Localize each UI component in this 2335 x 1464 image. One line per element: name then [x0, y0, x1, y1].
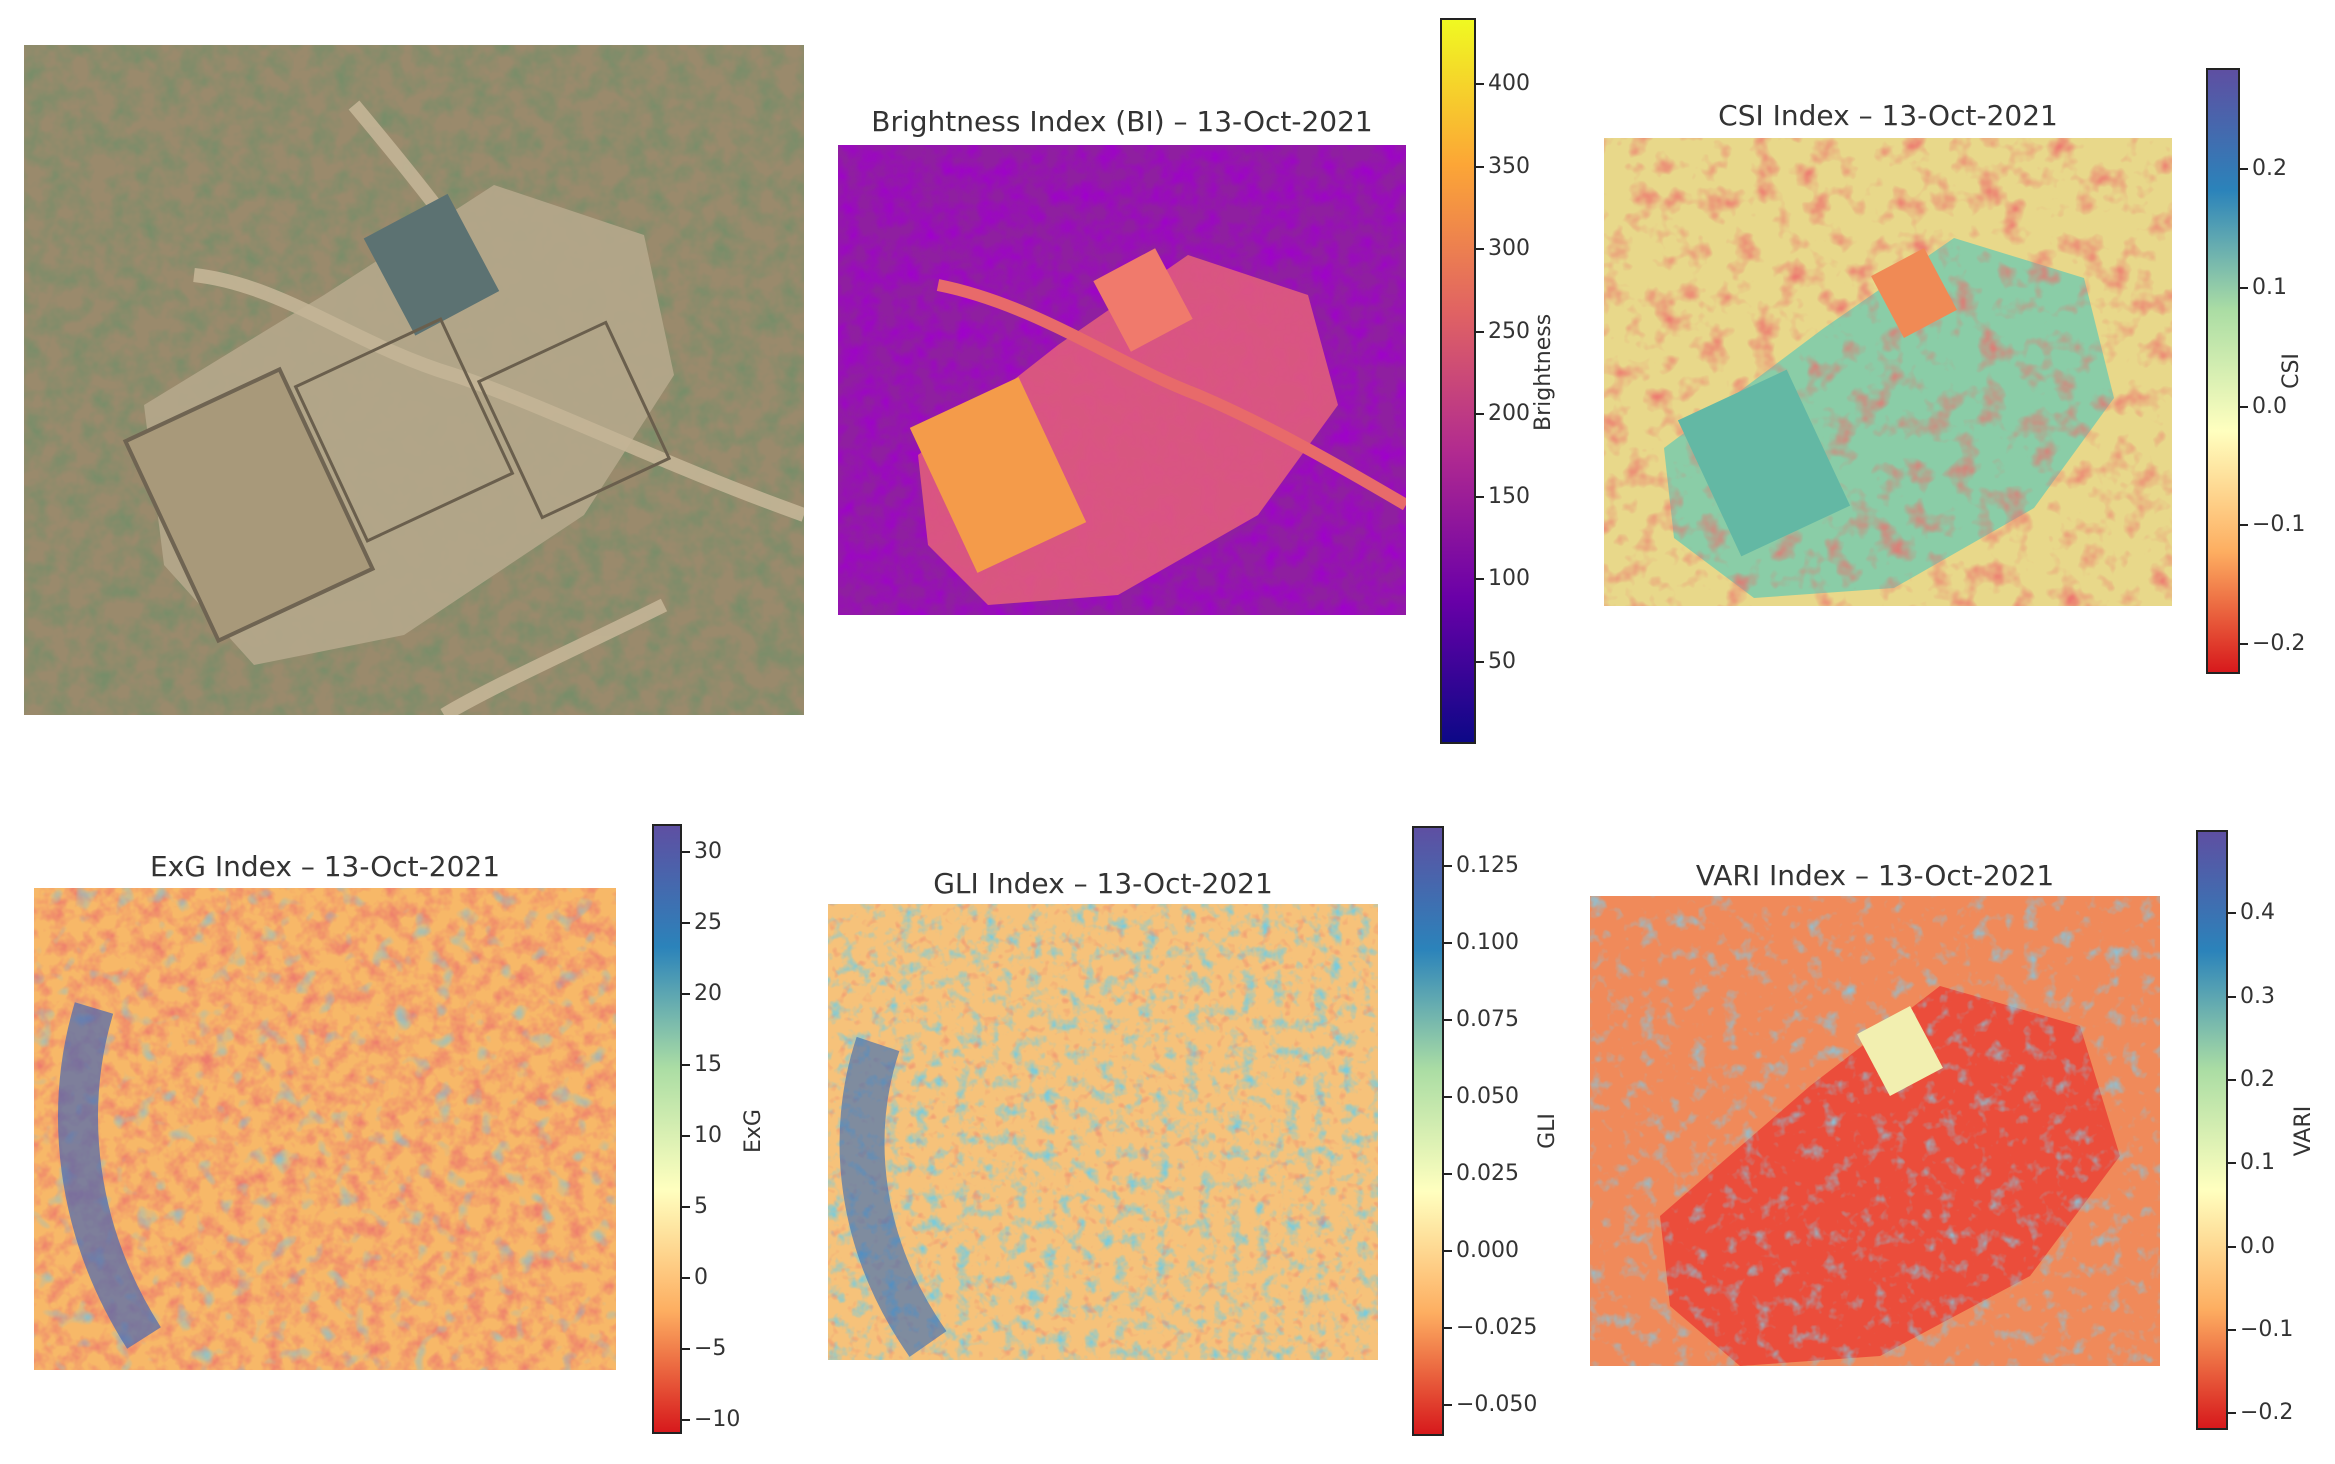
csi-colorbar-tick-label: 0.2	[2252, 156, 2287, 181]
vari-colorbar-tick-mark	[2228, 1079, 2236, 1081]
exg-colorbar-tick-mark	[682, 1418, 690, 1421]
csi-colorbar-tick-mark	[2240, 643, 2248, 646]
vari-colorbar-tick-label: 0.2	[2240, 1067, 2275, 1092]
bi-colorbar-tick-label: 200	[1488, 401, 1530, 426]
gli-colorbar-tick-label: −0.025	[1456, 1315, 1538, 1341]
bi-colorbar-tick-label: 50	[1488, 648, 1516, 674]
vari-colorbar	[2196, 830, 2228, 1430]
bi-colorbar-tick-mark	[1476, 83, 1484, 85]
exg-image	[34, 888, 616, 1370]
exg-colorbar-tick-label: 5	[694, 1194, 708, 1220]
vari-colorbar-tick-label: 0.1	[2240, 1150, 2275, 1176]
bi-colorbar-label: Brightness	[1531, 313, 1556, 431]
csi-colorbar-tick-mark	[2240, 524, 2248, 527]
vari-colorbar-tick-mark	[2228, 1412, 2236, 1415]
exg-colorbar-tick-mark	[682, 851, 690, 854]
gli-colorbar	[1412, 826, 1444, 1436]
exg-colorbar-tick-label: 0	[694, 1264, 708, 1290]
bi-colorbar-tick-label: 300	[1488, 236, 1530, 261]
bi-colorbar-tick-mark	[1476, 165, 1484, 168]
bi-colorbar-tick-label: 250	[1488, 318, 1530, 344]
vari-colorbar-tick-mark	[2228, 1245, 2236, 1248]
exg-colorbar-tick-label: 15	[694, 1052, 722, 1078]
vari-colorbar-tick-label: 0.3	[2240, 983, 2275, 1009]
bi-colorbar-tick-mark	[1476, 578, 1484, 580]
vari-colorbar-tick-mark	[2228, 1329, 2236, 1331]
bi-colorbar-tick-label: 350	[1488, 153, 1530, 179]
bi-colorbar	[1440, 18, 1476, 744]
rgb-panel	[24, 45, 804, 715]
bi-image	[838, 145, 1406, 615]
gli-colorbar-tick-label: 0.025	[1456, 1161, 1519, 1187]
vari-colorbar-label: VARI	[2291, 1105, 2316, 1157]
gli-colorbar-tick-label: 0.000	[1456, 1238, 1519, 1264]
vari-colorbar-tick-label: −0.1	[2240, 1317, 2294, 1342]
csi-colorbar-tick-label: 0.1	[2252, 274, 2287, 300]
bi-colorbar-tick-mark	[1476, 495, 1484, 498]
exg-colorbar-tick-label: 30	[694, 839, 722, 865]
bi-colorbar-tick-mark	[1476, 413, 1484, 415]
exg-colorbar-tick-mark	[682, 993, 690, 996]
vari-colorbar-tick-mark	[2228, 1162, 2236, 1165]
exg-colorbar-tick-mark	[682, 1064, 690, 1067]
vari-colorbar-tick-label: −0.2	[2240, 1400, 2294, 1426]
gli-title: GLI Index – 13-Oct-2021	[933, 867, 1273, 900]
gli-colorbar-tick-label: 0.125	[1456, 853, 1519, 879]
bi-colorbar-tick-label: 400	[1488, 71, 1530, 96]
csi-image	[1604, 138, 2172, 606]
gli-colorbar-tick-label: −0.050	[1456, 1392, 1538, 1418]
gli-colorbar-tick-mark	[1444, 865, 1452, 868]
gli-colorbar-label: GLI	[1535, 1113, 1560, 1149]
csi-colorbar-tick-label: −0.1	[2252, 512, 2306, 538]
exg-colorbar-tick-mark	[682, 1276, 690, 1279]
csi-colorbar-tick-mark	[2240, 405, 2248, 408]
exg-colorbar-tick-label: −10	[694, 1406, 741, 1432]
exg-colorbar-tick-mark	[682, 1206, 690, 1209]
gli-colorbar-tick-mark	[1444, 1327, 1452, 1330]
gli-colorbar-tick-mark	[1444, 1096, 1452, 1099]
gli-colorbar-tick-mark	[1444, 1404, 1452, 1407]
gli-colorbar-tick-mark	[1444, 1250, 1452, 1253]
gli-image	[828, 904, 1378, 1360]
csi-colorbar-tick-label: 0.0	[2252, 393, 2287, 419]
exg-colorbar-tick-label: 10	[694, 1123, 722, 1149]
exg-colorbar-label: ExG	[741, 1109, 766, 1153]
exg-colorbar-tick-mark	[682, 1135, 690, 1138]
exg-colorbar-tick-mark	[682, 922, 690, 925]
gli-colorbar-tick-mark	[1444, 942, 1452, 945]
bi-colorbar-tick-mark	[1476, 330, 1484, 333]
gli-colorbar-tick-mark	[1444, 1173, 1452, 1176]
rgb-satellite-image	[24, 45, 804, 715]
vari-colorbar-tick-label: 0.4	[2240, 900, 2275, 926]
gli-colorbar-tick-label: 0.050	[1456, 1084, 1519, 1110]
vari-image	[1590, 896, 2160, 1366]
csi-colorbar	[2206, 68, 2240, 674]
bi-title: Brightness Index (BI) – 13-Oct-2021	[871, 105, 1373, 138]
csi-colorbar-tick-mark	[2240, 168, 2248, 170]
csi-title: CSI Index – 13-Oct-2021	[1718, 99, 2058, 132]
bi-colorbar-tick-mark	[1476, 660, 1484, 663]
exg-colorbar-tick-mark	[682, 1347, 690, 1350]
vari-colorbar-tick-label: 0.0	[2240, 1233, 2275, 1259]
exg-colorbar	[652, 824, 682, 1434]
exg-colorbar-tick-label: −5	[694, 1335, 727, 1361]
vari-colorbar-tick-mark	[2228, 995, 2236, 998]
bi-colorbar-tick-label: 150	[1488, 483, 1530, 509]
bi-colorbar-tick-label: 100	[1488, 566, 1530, 591]
gli-colorbar-tick-label: 0.100	[1456, 930, 1519, 956]
exg-title: ExG Index – 13-Oct-2021	[149, 850, 501, 883]
exg-colorbar-tick-label: 20	[694, 981, 722, 1007]
exg-colorbar-tick-label: 25	[694, 910, 722, 936]
vari-title: VARI Index – 13-Oct-2021	[1695, 859, 2055, 892]
csi-colorbar-tick-label: −0.2	[2252, 631, 2306, 657]
csi-colorbar-label: CSI	[2279, 353, 2304, 389]
bi-colorbar-tick-mark	[1476, 248, 1484, 250]
csi-colorbar-tick-mark	[2240, 286, 2248, 289]
gli-colorbar-tick-label: 0.075	[1456, 1007, 1519, 1033]
gli-colorbar-tick-mark	[1444, 1019, 1452, 1022]
vari-colorbar-tick-mark	[2228, 912, 2236, 915]
